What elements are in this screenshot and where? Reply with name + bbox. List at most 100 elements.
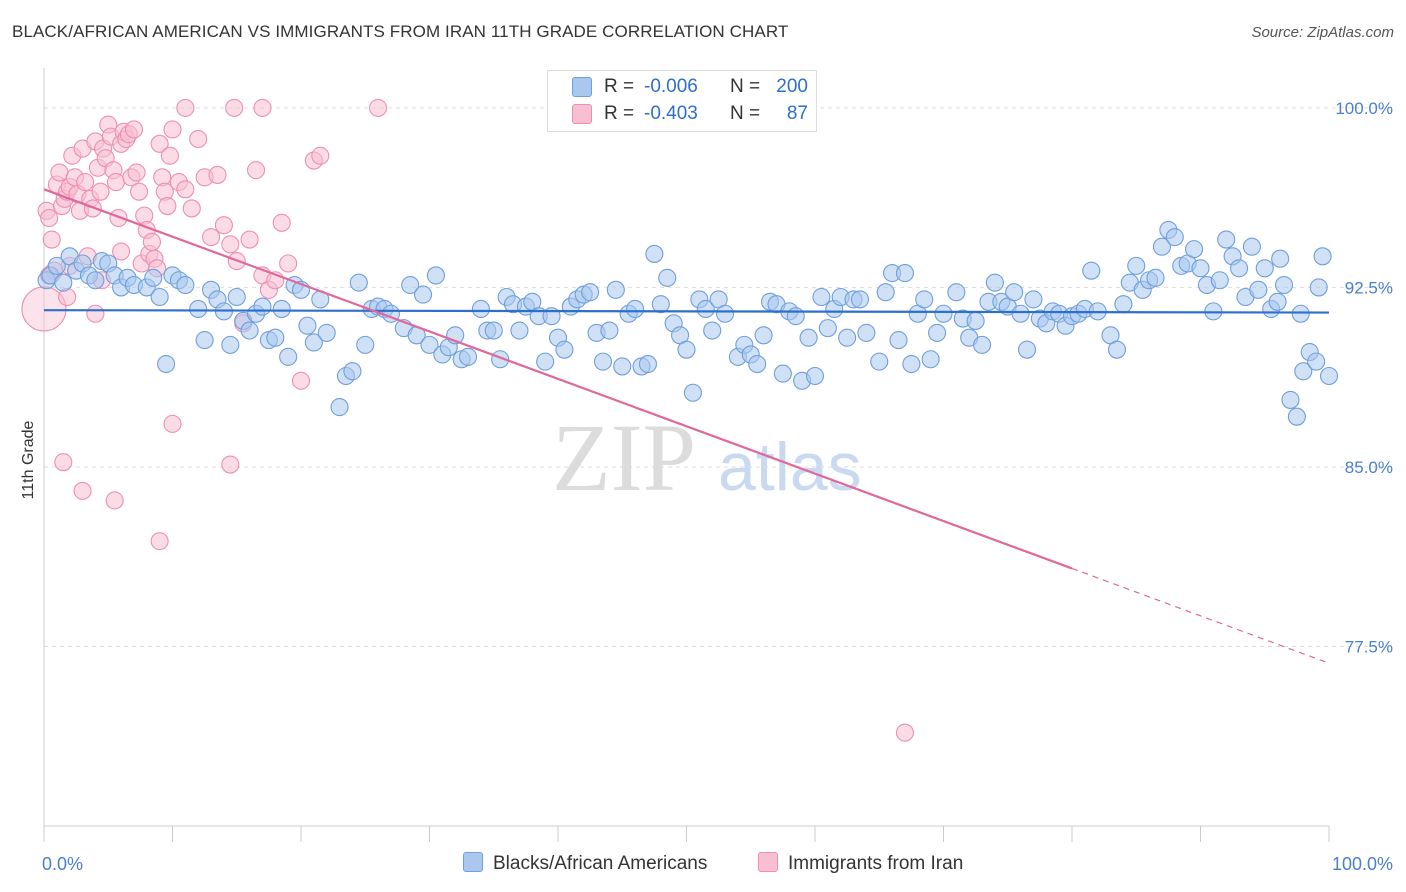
blue-point (1217, 230, 1236, 249)
legend-r-value: -0.006 (644, 76, 698, 97)
blue-point (850, 290, 870, 309)
blue-point (889, 331, 908, 350)
watermark-zip: ZIP (552, 404, 696, 511)
pink-point (105, 491, 124, 510)
pink-point (369, 98, 388, 117)
blue-point (651, 295, 670, 314)
blue-point (613, 357, 632, 376)
blue-point (1210, 271, 1229, 290)
blue-point (330, 398, 349, 417)
legend-n-value: 200 (776, 76, 808, 97)
y-axis-label: 11th Grade (20, 420, 37, 499)
blue-point (279, 347, 298, 366)
x-tick-label-min: 0.0% (42, 854, 83, 874)
legend-r-label: R = (604, 76, 635, 97)
blue-point (401, 275, 420, 295)
pink-point (124, 120, 143, 139)
pink-point (225, 98, 244, 117)
blue-point (1319, 366, 1339, 386)
blue-point (1185, 240, 1204, 259)
correlation-legend: R = -0.006 N = 200 R = -0.403 N = 87 (547, 70, 817, 132)
blue-point (484, 321, 503, 340)
tick-labels: 77.5% 85.0% 92.5% 100.0% 0.0% 100.0% (42, 99, 1393, 874)
legend-r-value: -0.403 (644, 103, 698, 124)
blue-point (86, 271, 105, 290)
blue-point (895, 264, 915, 283)
pink-point (54, 453, 73, 472)
blue-point (1152, 237, 1171, 256)
legend-n-label: N = (730, 76, 761, 97)
blue-point (799, 328, 818, 347)
blue-point (1242, 237, 1261, 256)
pink-point (202, 228, 221, 247)
pink-point (91, 182, 110, 201)
blue-point (304, 333, 323, 352)
blue-point (349, 273, 368, 292)
blue-point (1307, 352, 1326, 371)
pink-point (50, 163, 69, 182)
pink-point (42, 230, 61, 249)
blue-point (683, 383, 702, 402)
blue-point (343, 362, 362, 381)
blue-point (870, 352, 889, 371)
blue-point (298, 316, 317, 335)
blue-point (1165, 228, 1184, 247)
pink-point (246, 161, 266, 180)
pink-point (189, 129, 208, 149)
blue-point (606, 280, 625, 299)
pink-trend-line-extrapolated (1071, 567, 1330, 664)
blue-point (902, 354, 921, 374)
pink-point (176, 98, 195, 117)
blue-point (645, 244, 664, 263)
blue-point (1127, 256, 1146, 275)
blue-point (150, 287, 169, 307)
blue-point (221, 335, 240, 354)
blue-point (1268, 292, 1287, 311)
y-tick-label: 85.0% (1345, 458, 1393, 477)
pink-point (142, 232, 161, 251)
legend-swatch-pink (572, 104, 592, 124)
blue-point (176, 275, 195, 295)
legend-r-label: R = (604, 103, 635, 124)
blue-point (356, 335, 375, 354)
blue-point (1082, 261, 1101, 280)
blue-point (748, 354, 767, 374)
chart-title: BLACK/AFRICAN AMERICAN VS IMMIGRANTS FRO… (12, 22, 789, 41)
blue-point (921, 350, 940, 369)
blue-point (638, 354, 658, 374)
legend-swatch-blue (572, 77, 592, 97)
blue-point (934, 304, 953, 323)
pink-point (160, 146, 179, 165)
blue-point (947, 283, 966, 302)
pink-point (311, 146, 330, 165)
blue-point (1313, 247, 1332, 266)
blue-point (805, 366, 825, 386)
blue-point (1271, 249, 1290, 268)
blue-point (1114, 295, 1133, 314)
blue-point (773, 364, 792, 383)
pink-point (240, 230, 259, 249)
blue-point (1291, 304, 1310, 323)
blue-point (54, 273, 73, 292)
blue-point (510, 321, 529, 340)
blue-point (812, 287, 831, 307)
pink-point (150, 532, 169, 551)
blue-point (272, 299, 291, 319)
pink-point (130, 182, 149, 201)
pink-point (895, 723, 915, 742)
pink-point (109, 208, 128, 228)
blue-point (838, 328, 857, 347)
blue-point (189, 299, 208, 319)
blue-point (928, 323, 947, 342)
blue-point (1287, 407, 1306, 426)
gridlines (44, 107, 1393, 647)
pink-point (272, 213, 291, 232)
blue-point (715, 304, 735, 323)
pink-point (150, 134, 169, 153)
blue-point (1024, 290, 1043, 309)
blue-point (1191, 259, 1210, 278)
blue-point (1005, 283, 1024, 302)
blue-point (626, 299, 645, 319)
axes (43, 68, 1330, 842)
pink-point (76, 173, 95, 192)
